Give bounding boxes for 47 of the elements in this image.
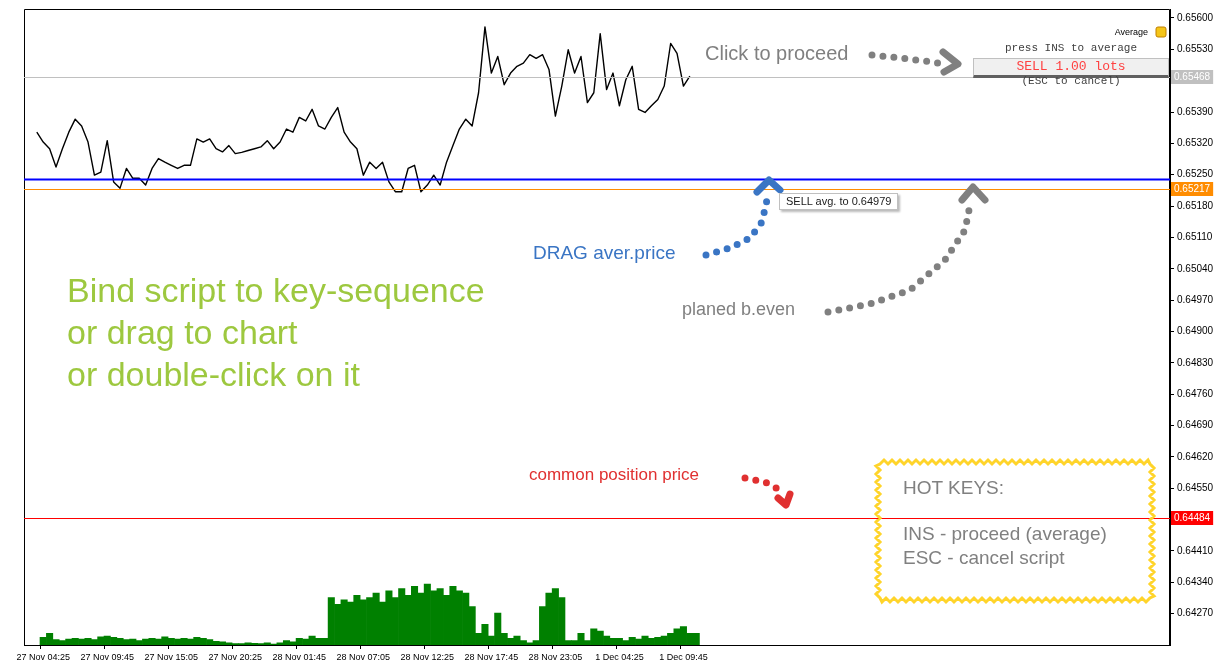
- ref-line-label: 0.65468: [1174, 70, 1211, 82]
- y-tick-label: 0.64830: [1177, 356, 1214, 368]
- ref-line-label: 0.65217: [1174, 182, 1211, 194]
- annotation: Average: [1113, 27, 1148, 38]
- x-tick-label: 27 Nov 04:25: [16, 651, 70, 662]
- y-tick-label: 0.65600: [1177, 11, 1214, 23]
- annotation: planed b.even: [682, 299, 796, 321]
- x-tick-label: 1 Dec 09:45: [659, 651, 708, 662]
- y-tick-label: 0.64410: [1177, 544, 1214, 556]
- annotation: INS - proceed (average): [903, 523, 1107, 546]
- tooltip: SELL avg. to 0.64979: [779, 193, 899, 211]
- annotation: ESC - cancel script: [903, 547, 1065, 570]
- y-tick-label: 0.65320: [1177, 137, 1214, 149]
- y-tick-label: 0.65110: [1177, 231, 1213, 243]
- x-tick-label: 27 Nov 15:05: [144, 651, 199, 662]
- sell-button[interactable]: SELL 1.00 lots: [973, 58, 1169, 78]
- x-tick-label: 28 Nov 07:05: [336, 651, 391, 662]
- y-tick-label: 0.64550: [1177, 481, 1214, 493]
- annotation: or double-click on it: [67, 354, 360, 395]
- annotation: or drag to chart: [67, 312, 298, 353]
- y-tick-label: 0.65390: [1177, 105, 1214, 117]
- y-tick-label: 0.64970: [1177, 293, 1214, 305]
- x-tick-label: 1 Dec 04:25: [595, 651, 644, 662]
- y-tick-label: 0.64760: [1177, 387, 1214, 399]
- annotation: Bind script to key-sequence: [67, 270, 485, 311]
- annotation: HOT KEYS:: [903, 477, 1005, 500]
- y-tick-label: 0.64690: [1177, 419, 1214, 431]
- y-tick-label: 0.64340: [1177, 576, 1214, 588]
- x-tick-label: 28 Nov 17:45: [464, 651, 519, 662]
- annotation: Click to proceed: [705, 41, 849, 65]
- y-tick-label: 0.65250: [1177, 168, 1214, 180]
- y-tick-label: 0.65180: [1177, 199, 1214, 211]
- annotation: common position price: [529, 465, 700, 486]
- x-tick-label: 28 Nov 23:05: [528, 651, 583, 662]
- y-tick-label: 0.64900: [1177, 325, 1214, 337]
- y-tick-label: 0.64270: [1177, 607, 1214, 619]
- x-tick-label: 27 Nov 20:25: [208, 651, 263, 662]
- annotation: press INS to average: [1004, 42, 1138, 56]
- ref-line-label: 0.64484: [1174, 511, 1211, 523]
- x-tick-label: 27 Nov 09:45: [80, 651, 134, 662]
- x-tick-label: 28 Nov 01:45: [272, 651, 327, 662]
- annotation: DRAG aver.price: [533, 242, 676, 265]
- x-tick-label: 28 Nov 12:25: [400, 651, 455, 662]
- y-tick-label: 0.65040: [1177, 262, 1214, 274]
- y-tick-label: 0.65530: [1177, 43, 1214, 55]
- annotation: (ESC to cancel): [1020, 75, 1122, 89]
- y-tick-label: 0.64620: [1177, 450, 1214, 462]
